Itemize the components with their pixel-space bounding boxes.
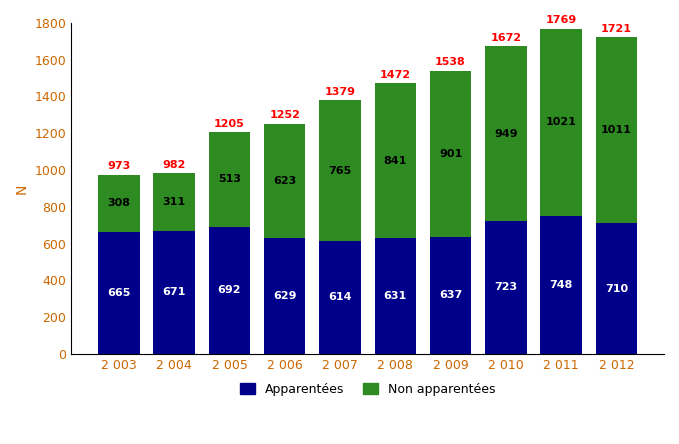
Text: 1011: 1011	[601, 125, 631, 135]
Text: 1021: 1021	[546, 118, 576, 127]
Bar	[319, 241, 361, 354]
Text: 637: 637	[439, 290, 462, 300]
Text: 513: 513	[218, 174, 241, 185]
Text: 949: 949	[494, 129, 517, 139]
Bar	[98, 175, 140, 232]
Bar	[319, 100, 361, 241]
Bar	[595, 37, 637, 223]
Bar	[375, 83, 416, 238]
Text: 671: 671	[162, 287, 186, 297]
Bar	[264, 238, 306, 354]
Bar	[375, 238, 416, 354]
Text: 1252: 1252	[270, 110, 300, 120]
Text: 1538: 1538	[435, 57, 466, 67]
Text: 1672: 1672	[490, 33, 521, 43]
Bar	[98, 232, 140, 354]
Bar	[540, 216, 582, 354]
Bar	[430, 237, 471, 354]
Legend: Apparentées, Non apparentées: Apparentées, Non apparentées	[235, 377, 500, 400]
Text: 723: 723	[494, 282, 517, 293]
Text: 765: 765	[329, 166, 352, 176]
Text: 710: 710	[605, 284, 628, 293]
Text: 1769: 1769	[545, 15, 576, 25]
Bar	[485, 47, 526, 221]
Bar	[153, 230, 195, 354]
Text: 623: 623	[273, 176, 296, 186]
Text: 748: 748	[549, 280, 573, 290]
Text: 614: 614	[328, 293, 352, 302]
Text: 308: 308	[107, 198, 130, 208]
Text: 1472: 1472	[380, 70, 411, 79]
Text: 629: 629	[273, 291, 297, 301]
Bar	[208, 132, 250, 226]
Bar	[264, 124, 306, 238]
Y-axis label: N: N	[15, 183, 29, 194]
Text: 1379: 1379	[325, 87, 356, 97]
Bar	[430, 71, 471, 237]
Text: 841: 841	[384, 155, 407, 166]
Text: 982: 982	[162, 160, 186, 170]
Text: 1205: 1205	[214, 119, 245, 129]
Bar	[540, 28, 582, 216]
Text: 901: 901	[439, 149, 462, 159]
Bar	[595, 223, 637, 354]
Bar	[208, 226, 250, 354]
Bar	[485, 221, 526, 354]
Text: 1721: 1721	[601, 24, 632, 34]
Text: 973: 973	[107, 161, 130, 171]
Bar	[153, 173, 195, 230]
Text: 311: 311	[163, 197, 186, 207]
Text: 631: 631	[384, 291, 407, 301]
Text: 692: 692	[218, 285, 241, 295]
Text: 665: 665	[107, 288, 130, 298]
